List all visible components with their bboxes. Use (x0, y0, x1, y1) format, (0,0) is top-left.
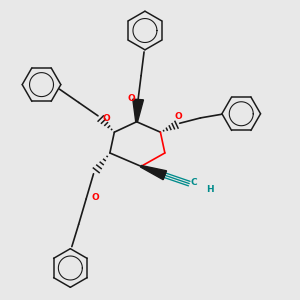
Text: O: O (102, 114, 110, 123)
Text: O: O (174, 112, 182, 121)
Text: C: C (191, 178, 197, 187)
Polygon shape (141, 166, 166, 180)
Polygon shape (133, 99, 143, 122)
Text: O: O (128, 94, 135, 103)
Text: O: O (91, 193, 99, 202)
Text: H: H (206, 185, 214, 194)
